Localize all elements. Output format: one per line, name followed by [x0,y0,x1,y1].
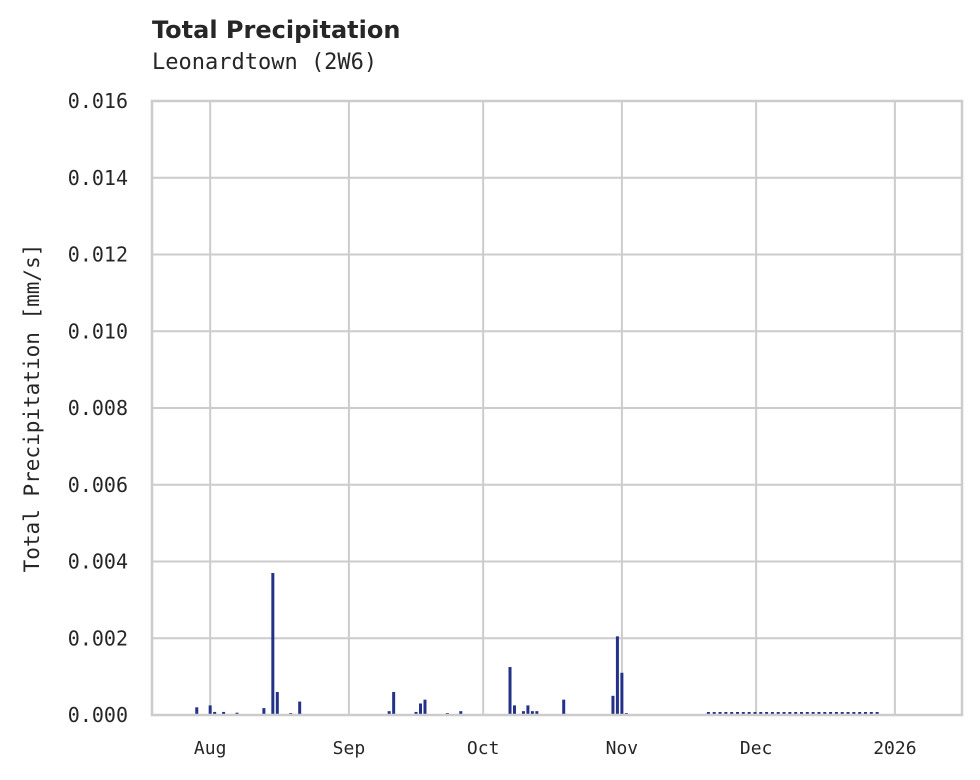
y-tick-label: 0.008 [68,396,128,420]
data-spike [423,699,427,715]
data-spike [419,703,423,715]
data-spike [271,573,275,715]
data-spike [620,672,624,715]
data-spike [213,711,217,715]
y-tick-label: 0.006 [68,473,128,497]
data-spike [459,711,463,715]
data-spike [298,701,302,715]
chart-title: Total Precipitation [152,16,401,44]
data-spike [530,711,534,715]
data-spike [195,707,199,715]
data-spike [562,699,566,715]
y-axis-ticks: 0.000 0.002 0.004 0.006 0.008 0.010 0.012 0.014… [68,89,128,727]
y-tick-label: 0.012 [68,243,128,267]
data-spike [508,667,512,715]
x-tick-label: Nov [606,738,639,759]
data-spike [262,708,266,715]
data-spike [521,711,525,715]
x-tick-label: Sep [333,738,366,759]
y-tick-label: 0.004 [68,550,128,574]
data-spike [611,695,615,715]
data-spike [526,705,530,715]
x-tick-label: Aug [194,738,227,759]
x-axis-ticks: Aug Sep Oct Nov Dec 2026 [194,738,917,759]
plot-frame [150,99,964,717]
data-spike [208,705,212,715]
data-spike [392,691,396,715]
x-tick-label: Dec [740,738,773,759]
precipitation-series [195,573,879,715]
y-tick-label: 0.002 [68,626,128,650]
data-spike [535,711,539,715]
data-spike [512,705,516,715]
x-tick-label: Oct [467,738,500,759]
data-spike [275,691,279,715]
y-tick-label: 0.000 [68,703,128,727]
y-tick-label: 0.016 [68,89,128,113]
data-spike [414,711,418,715]
chart-subtitle: Leonardtown (2W6) [152,50,378,75]
data-spike [615,636,619,715]
y-tick-label: 0.010 [68,319,128,343]
data-spike [222,711,226,715]
y-tick-label: 0.014 [68,166,128,190]
gridlines [152,100,962,716]
x-tick-label: 2026 [873,738,916,759]
data-spike [387,711,391,715]
